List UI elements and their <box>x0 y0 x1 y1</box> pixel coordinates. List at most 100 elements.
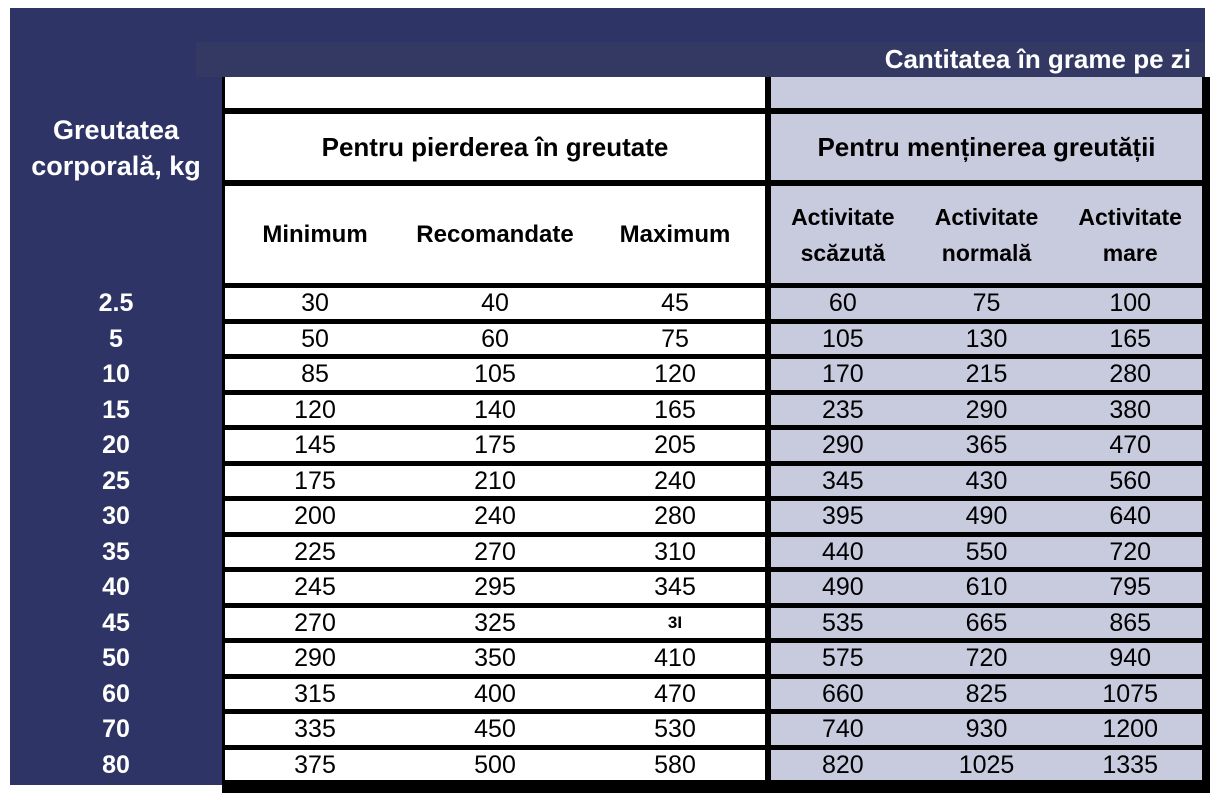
cell-maintain-1: 550 <box>965 537 1008 566</box>
cell-maintain-2: 865 <box>1109 608 1152 637</box>
cell-loss-0: 335 <box>294 715 336 743</box>
cell-maintain-2: 1075 <box>1102 679 1158 708</box>
spacer-row <box>222 77 1210 114</box>
weight-label: 10 <box>102 360 130 388</box>
cell-maintain-0: 290 <box>821 431 864 459</box>
col-header-recomandate: Recomandate <box>416 220 574 248</box>
section-divider <box>765 323 771 354</box>
table-row: 375 500 580 820 1025 1335 <box>222 749 1210 785</box>
col-header-maximum: Maximum <box>619 220 731 248</box>
cell-loss-2: 345 <box>654 573 696 601</box>
col-header-activity-normal: Activitate normală <box>934 203 1039 266</box>
cell-loss-2: 75 <box>661 324 689 353</box>
cell-maintain-0: 170 <box>821 360 864 388</box>
weight-label: 45 <box>102 608 130 637</box>
cell-maintain-1: 365 <box>965 431 1008 459</box>
cell-maintain-0: 740 <box>821 715 864 743</box>
cell-maintain-2: 280 <box>1109 360 1152 388</box>
cell-loss-1: 240 <box>474 502 516 530</box>
cell-maintain-1: 720 <box>965 644 1008 672</box>
cell-loss-2: 120 <box>654 360 696 388</box>
cell-maintain-0: 490 <box>821 573 864 601</box>
cell-loss-1: 450 <box>474 715 516 743</box>
cell-maintain-1: 610 <box>965 573 1008 601</box>
weight-label: 50 <box>102 644 130 672</box>
col-header-activity-low: Activitate scăzută <box>791 203 895 266</box>
section-header-row: Pentru pierderea în greutate Pentru menț… <box>222 114 1210 186</box>
weight-label: 15 <box>102 395 130 424</box>
cell-loss-1: 295 <box>474 573 516 601</box>
cell-maintain-2: 1200 <box>1102 715 1158 743</box>
cell-loss-0: 145 <box>294 431 336 459</box>
cell-loss-1: 270 <box>474 537 516 566</box>
table-row: 145 175 205 290 365 470 <box>222 430 1210 466</box>
table-row: 50 60 75 105 130 165 <box>222 323 1210 359</box>
cell-maintain-2: 560 <box>1109 466 1152 495</box>
cell-maintain-1: 75 <box>972 289 1001 317</box>
cell-maintain-1: 430 <box>965 466 1008 495</box>
cell-loss-0: 50 <box>301 324 329 353</box>
section-header-loss: Pentru pierderea în greutate <box>222 114 765 180</box>
section-divider <box>765 536 771 567</box>
table-row: 225 270 310 440 550 720 <box>222 536 1210 572</box>
section-divider <box>765 77 771 108</box>
table-row: 120 140 165 235 290 380 <box>222 394 1210 430</box>
section-divider <box>765 607 771 638</box>
col-header-activity-high: Activitate mare <box>1078 203 1182 266</box>
table-row: 290 350 410 575 720 940 <box>222 643 1210 679</box>
cell-maintain-2: 1335 <box>1102 750 1158 779</box>
cell-loss-0: 175 <box>294 466 336 495</box>
section-divider <box>765 186 771 283</box>
page-title: Cantitatea în grame pe zi <box>884 44 1191 74</box>
cell-maintain-1: 1025 <box>958 750 1015 779</box>
table-bottom-border <box>222 785 1210 793</box>
cell-maintain-0: 235 <box>821 395 864 424</box>
section-divider <box>765 714 771 745</box>
cell-loss-2: 410 <box>654 644 696 672</box>
section-divider <box>765 288 771 319</box>
cell-maintain-0: 345 <box>821 466 864 495</box>
weight-labels-column: 2.5 5 10 15 20 25 30 35 40 45 50 60 70 80 <box>10 288 222 785</box>
section-divider <box>765 465 771 496</box>
cell-maintain-1: 825 <box>965 679 1008 708</box>
weight-label: 40 <box>102 573 130 601</box>
cell-maintain-2: 640 <box>1109 502 1152 530</box>
cell-loss-0: 85 <box>301 360 329 388</box>
cell-maintain-0: 820 <box>821 750 864 779</box>
cell-maintain-1: 215 <box>965 360 1008 388</box>
section-divider <box>765 572 771 603</box>
cell-loss-1: 400 <box>474 679 516 708</box>
cell-loss-1: 140 <box>474 395 516 424</box>
cell-maintain-2: 720 <box>1109 537 1152 566</box>
cell-loss-1: 105 <box>474 360 516 388</box>
cell-loss-2: 470 <box>654 679 696 708</box>
weight-label: 60 <box>102 679 130 708</box>
cell-maintain-0: 660 <box>821 679 864 708</box>
cell-loss-1: 325 <box>474 608 516 637</box>
cell-loss-0: 30 <box>301 289 329 317</box>
table-row: 270 325 3I 535 665 865 <box>222 607 1210 643</box>
section-divider <box>765 749 771 780</box>
cell-loss-0: 200 <box>294 502 336 530</box>
table-row: 315 400 470 660 825 1075 <box>222 678 1210 714</box>
cell-loss-2: 240 <box>654 466 696 495</box>
cell-maintain-0: 60 <box>828 289 857 317</box>
cell-maintain-0: 535 <box>821 608 864 637</box>
cell-loss-0: 120 <box>294 395 336 424</box>
cell-maintain-2: 940 <box>1109 644 1152 672</box>
cell-loss-2: 3I <box>667 612 683 632</box>
cell-loss-2: 165 <box>654 395 696 424</box>
section-divider <box>765 501 771 532</box>
cell-loss-0: 315 <box>294 679 336 708</box>
table-row: 335 450 530 740 930 1200 <box>222 714 1210 750</box>
cell-loss-2: 530 <box>654 715 696 743</box>
cell-maintain-0: 575 <box>821 644 864 672</box>
weight-label: 35 <box>102 537 130 566</box>
cell-maintain-1: 490 <box>965 502 1008 530</box>
cell-loss-2: 580 <box>654 750 696 779</box>
table-body: 30 40 45 60 75 100 50 60 75 105 130 165 85 105 120 170 2… <box>222 288 1210 785</box>
weight-label: 20 <box>102 431 130 459</box>
data-table: Pentru pierderea în greutate Pentru menț… <box>222 77 1210 793</box>
cell-loss-0: 270 <box>294 608 336 637</box>
